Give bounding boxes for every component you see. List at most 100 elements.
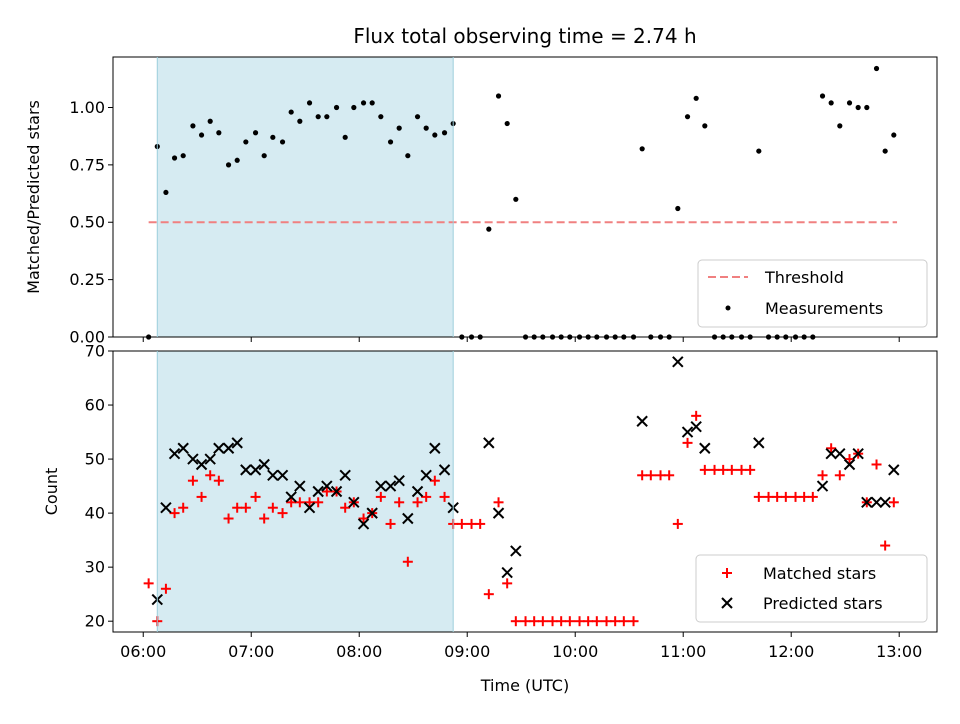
top-y-tick-label: 0.50 (69, 213, 105, 232)
top-panel: 0.00 0.25 0.50 0.75 1.00 Flux total observin… (24, 24, 938, 347)
matched-star-point (817, 470, 828, 481)
measurement-point (333, 104, 340, 111)
matched-star-point (493, 497, 504, 508)
bottom-y-tick-label: 30 (85, 558, 105, 577)
predicted-star-point (402, 512, 414, 525)
predicted-star-point (681, 426, 694, 438)
matched-star-point (439, 491, 450, 502)
measurement-point (846, 100, 853, 106)
matched-star-point (537, 616, 548, 627)
predicted-star-point (222, 442, 235, 454)
predicted-star-point (249, 464, 262, 476)
measurement-point (378, 114, 384, 120)
legend-plus-marker (722, 568, 732, 578)
matched-star-point (286, 497, 297, 508)
top-y-axis-label: Matched/Predicted stars (24, 100, 43, 294)
predicted-star-point (276, 469, 289, 481)
bottom-y-tick-label: 40 (85, 504, 105, 523)
bottom-x-tick-label: 11:00 (660, 642, 706, 661)
predicted-star-point (231, 437, 243, 449)
matched-star-point (772, 491, 783, 502)
measurement-point (324, 114, 330, 120)
matched-star-point (259, 513, 270, 524)
matched-star-point (790, 491, 801, 502)
measurement-point (163, 189, 169, 196)
measurement-point (684, 114, 691, 120)
matched-star-point (429, 475, 440, 486)
predicted-star-point (240, 464, 252, 476)
measurement-point (873, 65, 880, 72)
matched-star-point (736, 464, 747, 475)
bottom-x-ticks: 06:00 07:00 08:00 09:00 10:00 11:00 12:00 13:00 (120, 632, 922, 661)
predicted-star-point (177, 442, 189, 454)
predicted-star-point (187, 453, 199, 465)
legend-measurements-label: Measurements (765, 299, 883, 318)
matched-star-point (358, 513, 369, 524)
top-legend-box (697, 259, 928, 328)
predicted-star-point (303, 502, 316, 514)
measurement-point (504, 120, 510, 127)
matched-star-point (304, 497, 315, 508)
predicted-star-point (348, 496, 360, 509)
matched-star-point (763, 491, 774, 502)
measurement-point (225, 162, 232, 168)
legend-measurements-swatch (725, 305, 731, 311)
measurement-point (864, 104, 870, 111)
measurement-point (252, 130, 259, 136)
matched-star-point (267, 502, 278, 513)
measurement-point (828, 100, 834, 106)
x-axis-label: Time (UTC) (480, 676, 569, 695)
matched-star-point (232, 502, 243, 513)
matched-star-point (250, 491, 261, 502)
predicted-star-point (429, 442, 441, 454)
matched-star-point (240, 502, 251, 513)
matched-star-point (223, 513, 234, 524)
measurement-point (396, 125, 402, 131)
measurement-point (513, 196, 519, 202)
predicted-star-point (267, 469, 279, 481)
measurement-point (702, 123, 708, 129)
predicted-star-point (492, 507, 505, 519)
predicted-star-point (438, 464, 451, 476)
top-y-tick-label: 0.25 (69, 270, 105, 289)
measurements-points (146, 65, 897, 340)
measurement-point (639, 146, 645, 152)
measurement-point (243, 139, 249, 145)
measurement-point (486, 226, 492, 232)
matched-star-point (169, 508, 180, 519)
measurement-point (171, 155, 178, 161)
measurement-point (819, 93, 826, 99)
measurement-point (369, 100, 375, 106)
top-x-ticks (142, 337, 900, 342)
top-legend: Threshold Measurements (697, 259, 928, 328)
bottom-x-tick-label: 10:00 (552, 642, 598, 661)
measurement-point (288, 109, 294, 115)
measurement-point (414, 114, 421, 120)
predicted-star-point (870, 496, 883, 509)
measurement-point (855, 104, 861, 111)
matched-star-point (726, 464, 737, 475)
predicted-star-point (879, 496, 891, 509)
top-chart-title: Flux total observing time = 2.74 h (353, 24, 696, 48)
matched-star-point (718, 464, 729, 475)
predicted-star-point (321, 480, 333, 492)
matched-star-point (799, 491, 810, 502)
matched-star-point (564, 616, 575, 627)
bottom-x-tick-label: 07:00 (228, 642, 274, 661)
legend-x-marker (721, 597, 733, 609)
matched-star-point (213, 475, 224, 486)
measurement-point (387, 139, 394, 145)
matched-star-point (205, 470, 216, 481)
matched-star-point (574, 616, 585, 627)
matched-star-point (277, 508, 288, 519)
matched-star-point (160, 583, 171, 594)
matched-star-point (610, 616, 621, 627)
predicted-star-point (510, 545, 522, 557)
measurement-point (837, 123, 843, 129)
measurement-point (297, 118, 303, 124)
measurement-point (261, 153, 267, 159)
matched-star-point (807, 491, 818, 502)
matched-star-point (421, 491, 432, 502)
matched-star-point (178, 502, 189, 513)
